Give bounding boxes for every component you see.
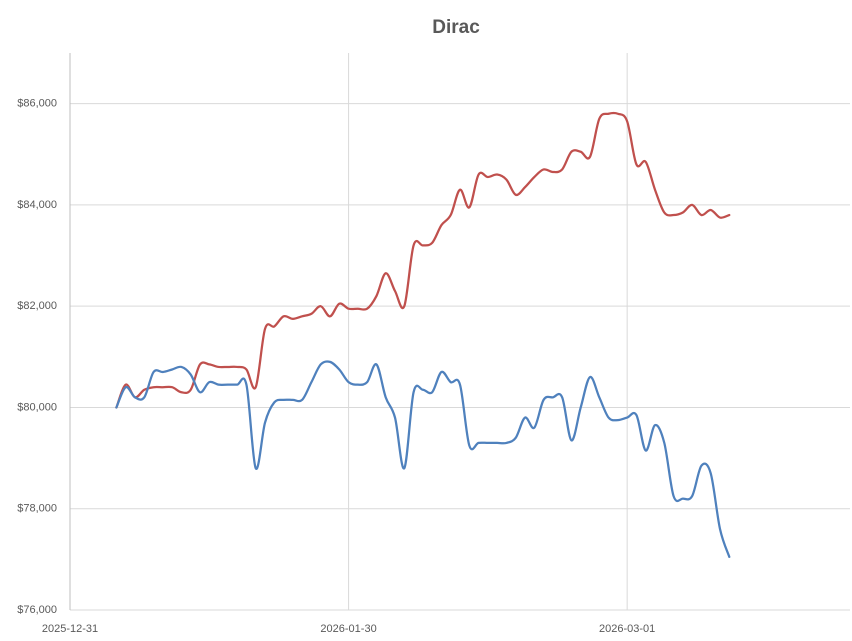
x-tick-label: 2026-01-30 — [320, 623, 376, 635]
y-tick-label: $86,000 — [17, 98, 57, 110]
y-tick-label: $78,000 — [17, 503, 57, 515]
y-tick-label: $84,000 — [17, 199, 57, 211]
chart-title: Dirac — [432, 17, 480, 38]
x-tick-label: 2025-12-31 — [42, 623, 98, 635]
series-line — [115, 111, 731, 409]
y-tick-label: $80,000 — [17, 401, 57, 413]
y-tick-label: $76,000 — [17, 604, 57, 616]
x-tick-label: 2026-03-01 — [599, 623, 655, 635]
series-line — [115, 360, 731, 558]
y-tick-label: $82,000 — [17, 300, 57, 312]
